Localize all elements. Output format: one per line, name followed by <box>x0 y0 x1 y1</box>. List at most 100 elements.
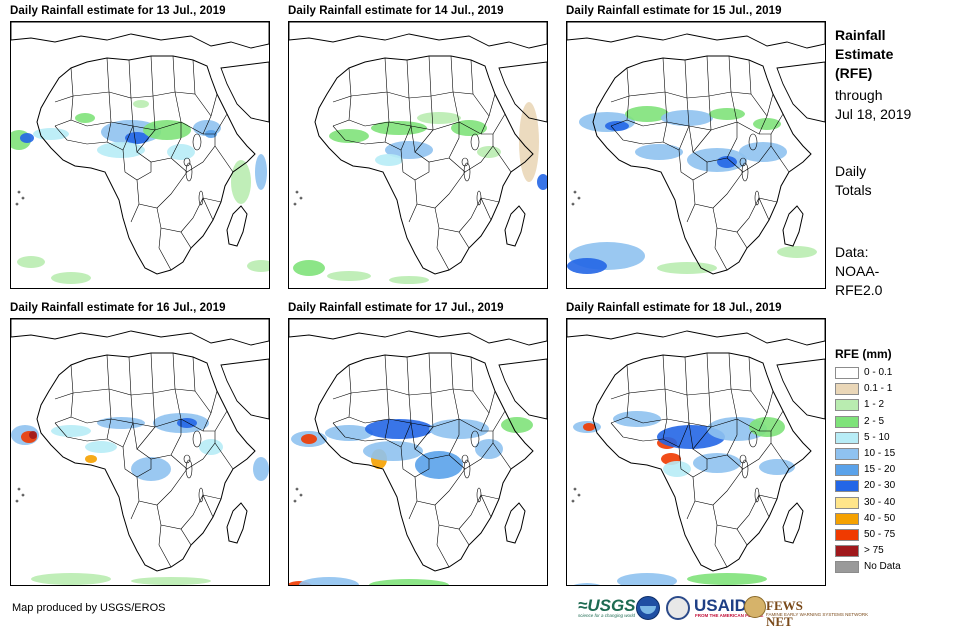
lake-outline <box>183 157 191 167</box>
map-title: Rainfall Estimate (RFE) <box>835 27 894 81</box>
rainfall-cell <box>501 417 533 433</box>
island <box>295 487 299 491</box>
country-border <box>610 121 668 145</box>
country-border <box>180 390 212 432</box>
island <box>21 493 25 497</box>
country-border <box>626 388 668 424</box>
rainfall-cell <box>583 423 595 431</box>
date-range: through Jul 18, 2019 <box>835 87 912 122</box>
legend-swatch <box>835 545 859 558</box>
europe-coast <box>11 319 269 346</box>
country-border <box>434 494 492 530</box>
island <box>299 196 303 200</box>
country-border <box>430 55 454 97</box>
rainfall-cell <box>167 144 195 160</box>
rainfall-cell <box>365 419 433 439</box>
country-border <box>332 67 352 103</box>
rainfall-cell <box>255 154 267 190</box>
panel-16-jul: Daily Rainfall estimate for 16 Jul., 201… <box>10 302 272 586</box>
lake-outline <box>748 430 758 448</box>
country-border <box>348 91 390 127</box>
rainfall-layer <box>289 417 533 585</box>
rainfall-cell <box>749 417 785 437</box>
country-border <box>692 171 744 209</box>
rainfall-cell <box>613 411 661 427</box>
europe-coast <box>567 22 825 49</box>
lake-outline <box>463 459 471 479</box>
island <box>15 499 19 503</box>
country-border <box>736 390 768 432</box>
lake-outline <box>476 487 482 503</box>
country-border <box>130 352 154 396</box>
panel-title: Daily Rainfall estimate for 16 Jul., 201… <box>10 302 226 314</box>
totals-label: Daily Totals <box>835 163 872 198</box>
rainfall-map <box>10 21 270 289</box>
country-border <box>708 352 732 394</box>
country-border <box>488 93 496 117</box>
rainfall-cell <box>777 246 817 258</box>
country-border <box>452 59 474 95</box>
country-border <box>350 57 388 97</box>
country-border <box>448 431 494 470</box>
panel-14-jul: Daily Rainfall estimate for 14 Jul., 201… <box>288 5 550 289</box>
island <box>571 499 575 503</box>
legend-swatch <box>835 512 859 525</box>
arabia-coast <box>776 61 825 123</box>
rainfall-cell <box>33 128 69 140</box>
lake-outline <box>739 454 747 464</box>
country-border <box>726 431 772 470</box>
lake-outline <box>741 162 749 182</box>
country-border <box>452 356 474 392</box>
rainfall-cell <box>753 118 781 130</box>
rainfall-cell <box>537 174 547 190</box>
data-source: Data: NOAA- RFE2.0 <box>835 244 883 298</box>
country-border <box>408 352 432 396</box>
country-border <box>174 356 196 392</box>
rainfall-cell <box>759 459 795 475</box>
rainfall-layer <box>293 102 547 284</box>
island <box>299 493 303 497</box>
country-border <box>664 356 688 396</box>
country-border <box>736 528 748 546</box>
country-border <box>54 121 112 145</box>
rainfall-cell <box>97 142 145 158</box>
country-border <box>414 171 466 209</box>
rainfall-cell <box>329 129 369 143</box>
country-border <box>692 468 744 506</box>
lake-outline <box>192 133 202 151</box>
rainfall-cell <box>369 579 449 585</box>
country-border <box>766 390 774 414</box>
country-border <box>108 356 132 396</box>
country-border <box>72 354 110 394</box>
country-border <box>730 356 752 392</box>
rainfall-cell <box>253 457 269 481</box>
rainfall-cell <box>605 121 629 131</box>
country-border <box>436 524 450 568</box>
noaa-logo <box>636 596 660 620</box>
country-border <box>214 145 234 173</box>
rainfall-cell <box>29 431 37 439</box>
country-border <box>492 442 512 470</box>
country-border <box>332 364 352 400</box>
lake-outline <box>754 190 760 206</box>
panel-title: Daily Rainfall estimate for 18 Jul., 201… <box>566 302 782 314</box>
island <box>293 202 297 206</box>
country-border <box>688 392 712 428</box>
country-border <box>458 231 470 249</box>
country-border <box>628 354 666 394</box>
country-border <box>152 352 176 394</box>
rainfall-cell <box>625 106 669 122</box>
madagascar-coast <box>504 205 526 247</box>
country-border <box>726 134 772 173</box>
rainfall-layer <box>11 413 269 585</box>
rainfall-cell <box>85 441 117 453</box>
country-border <box>480 494 500 500</box>
rainfall-cell <box>85 455 97 463</box>
rainfall-cell <box>75 113 95 123</box>
island <box>17 487 21 491</box>
rainfall-cell <box>519 102 539 182</box>
island <box>573 487 577 491</box>
lake-outline <box>754 487 760 503</box>
rainfall-cell <box>389 276 429 284</box>
country-border <box>332 95 352 127</box>
